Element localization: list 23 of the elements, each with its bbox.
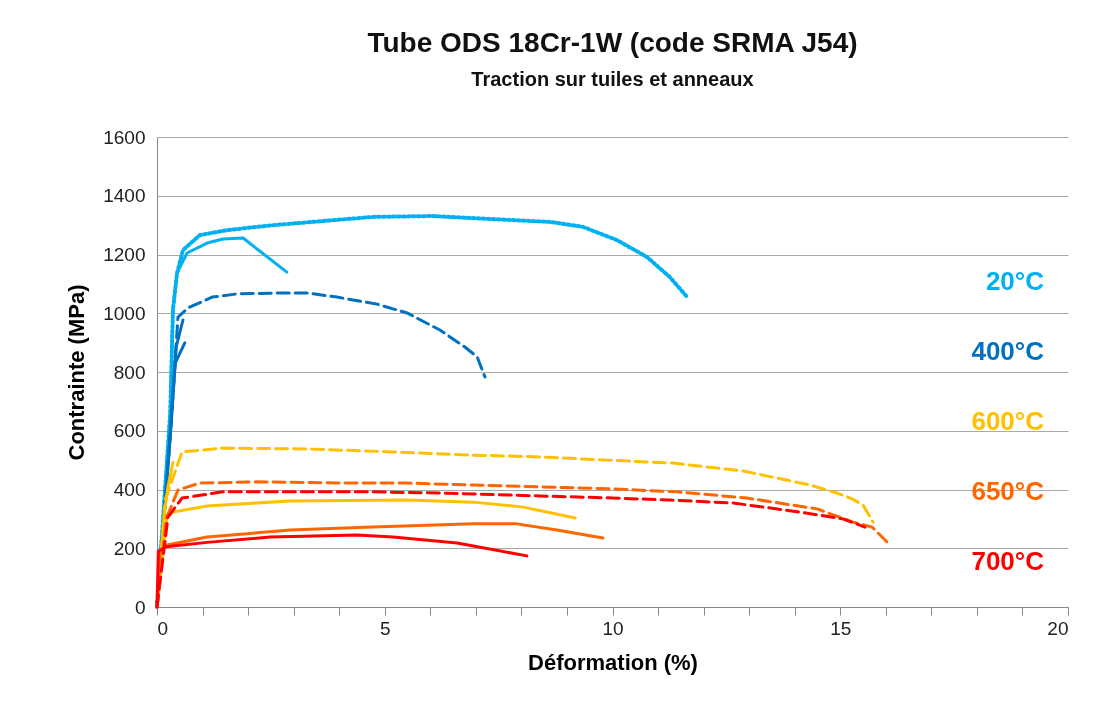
chart-title: Tube ODS 18Cr-1W (code SRMA J54) bbox=[367, 27, 858, 58]
y-tick-label: 400 bbox=[113, 479, 146, 500]
text: 700°C bbox=[971, 546, 1045, 576]
x-tick-label: 15 bbox=[830, 617, 852, 639]
chart-subtitle: Traction sur tuiles et anneaux bbox=[471, 68, 754, 90]
text: 600°C bbox=[971, 406, 1045, 436]
y-tick-label: 800 bbox=[113, 361, 146, 383]
y-tick-label: 200 bbox=[113, 537, 146, 559]
x-tick-label: 5 bbox=[379, 617, 391, 639]
x-axis-title: Déformation (%) bbox=[528, 649, 698, 675]
y-tick-label: 0 bbox=[134, 596, 146, 618]
text: 400°C bbox=[971, 336, 1045, 366]
y-tick-label: 1200 bbox=[103, 244, 146, 265]
text: 20°C bbox=[985, 266, 1045, 296]
y-tick-label: 1600 bbox=[103, 126, 146, 148]
text: 650°C bbox=[971, 476, 1045, 506]
x-tick-label: 10 bbox=[602, 617, 624, 639]
y-axis-title: Contrainte (MPa) bbox=[64, 284, 90, 461]
y-tick-label: 1000 bbox=[103, 302, 146, 324]
x-tick-label: 0 bbox=[157, 617, 169, 639]
y-tick-label: 1400 bbox=[103, 185, 146, 207]
y-tick-label: 600 bbox=[113, 420, 146, 442]
x-tick-label: 20 bbox=[1047, 617, 1069, 639]
